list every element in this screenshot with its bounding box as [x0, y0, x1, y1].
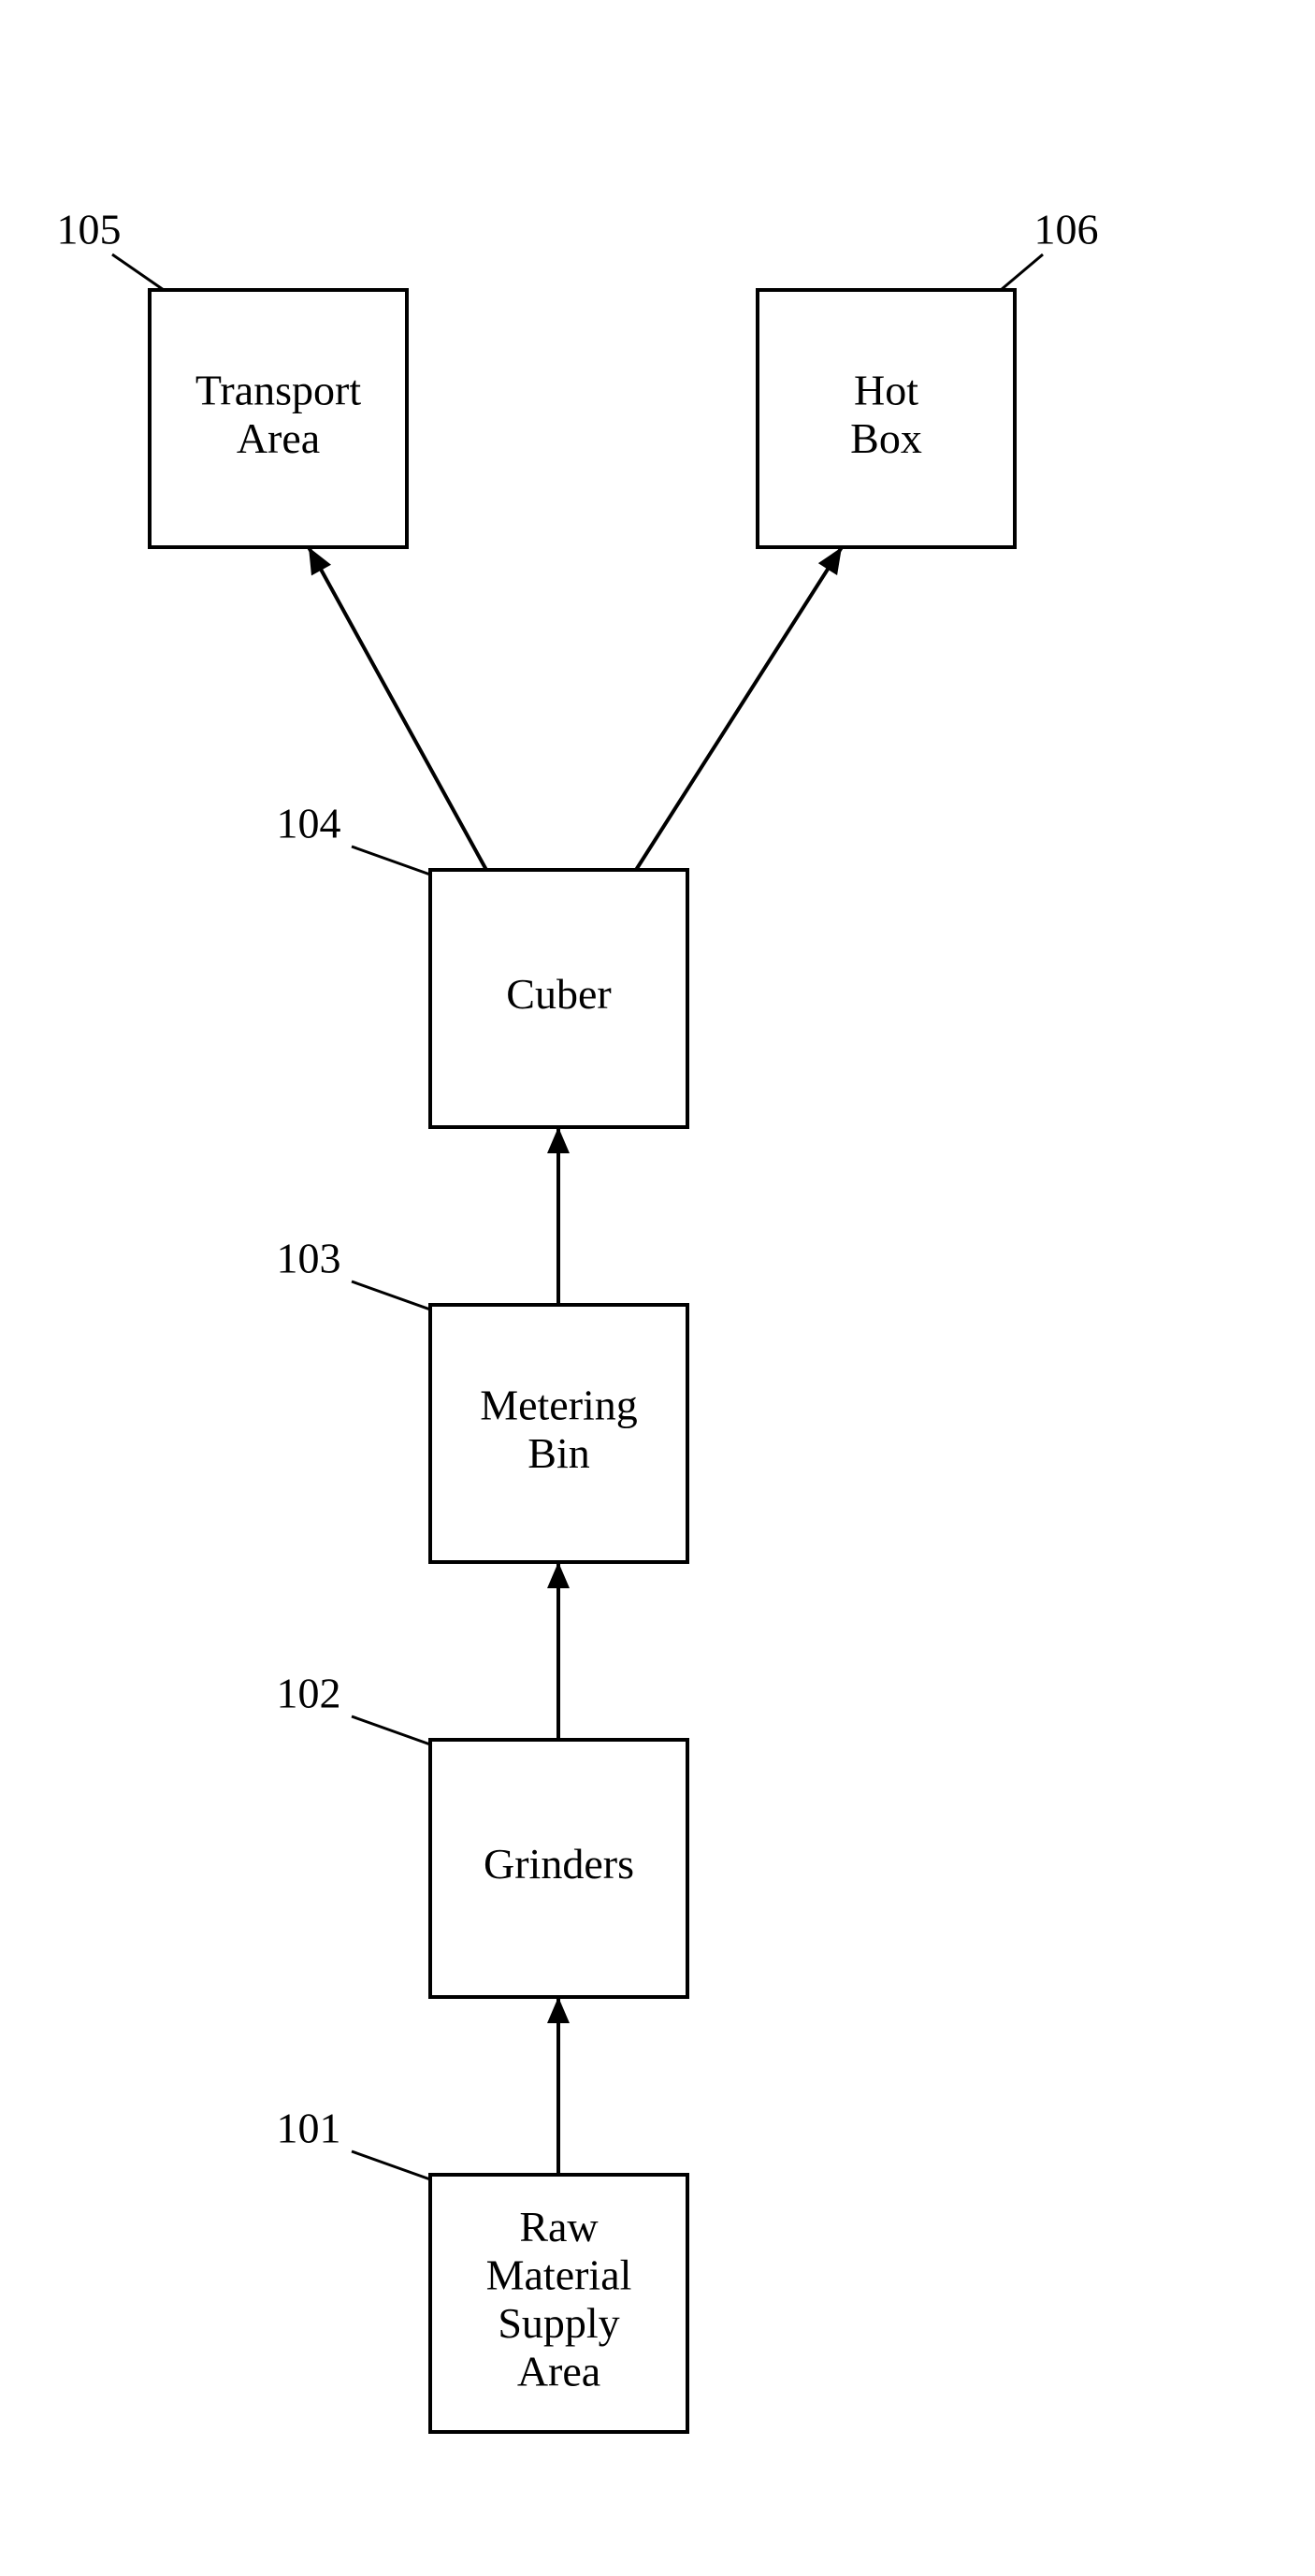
flow-node-number: 106	[1034, 206, 1099, 253]
flow-node-label: Hot	[854, 366, 918, 413]
flow-node-label: Area	[517, 2347, 600, 2395]
flow-node-label: Bin	[527, 1429, 589, 1477]
callout-line	[352, 847, 430, 875]
flow-node-number: 101	[277, 2105, 341, 2152]
flow-node-number: 105	[57, 206, 122, 253]
callout-line	[352, 2151, 430, 2179]
flow-node-label: Metering	[480, 1381, 638, 1428]
flowchart-canvas: RawMaterialSupplyArea101Grinders102Meter…	[0, 0, 1315, 2576]
callout-line	[112, 254, 164, 290]
flow-node-number: 103	[277, 1235, 341, 1282]
flow-node-label: Raw	[519, 2203, 599, 2250]
edges-group	[309, 547, 842, 2175]
flow-node-label: Transport	[195, 366, 361, 413]
flow-node-label: Box	[850, 414, 922, 462]
callout-line	[1001, 254, 1043, 290]
flow-node-number: 104	[277, 800, 341, 847]
flow-node-label: Supply	[498, 2299, 619, 2347]
flow-node-label: Grinders	[484, 1840, 634, 1888]
nodes-group: RawMaterialSupplyArea101Grinders102Meter…	[57, 206, 1099, 2432]
flow-node-label: Area	[237, 414, 320, 462]
callout-line	[352, 1716, 430, 1744]
flow-node-number: 102	[277, 1670, 341, 1717]
flow-node-label: Material	[486, 2250, 632, 2298]
flow-arrow	[636, 547, 842, 870]
callout-line	[352, 1281, 430, 1310]
flow-node-label: Cuber	[506, 970, 611, 1018]
